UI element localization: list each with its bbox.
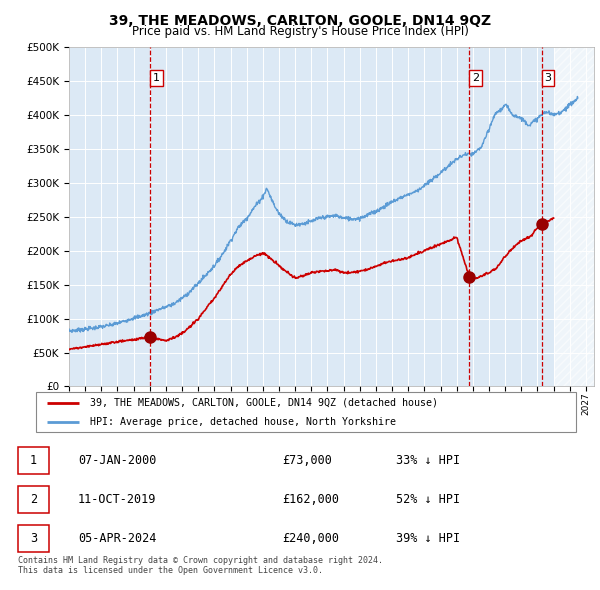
FancyBboxPatch shape bbox=[18, 447, 49, 474]
Text: £240,000: £240,000 bbox=[282, 532, 339, 545]
Text: 39% ↓ HPI: 39% ↓ HPI bbox=[396, 532, 460, 545]
Text: 52% ↓ HPI: 52% ↓ HPI bbox=[396, 493, 460, 506]
FancyBboxPatch shape bbox=[18, 486, 49, 513]
FancyBboxPatch shape bbox=[36, 392, 576, 432]
Text: Price paid vs. HM Land Registry's House Price Index (HPI): Price paid vs. HM Land Registry's House … bbox=[131, 25, 469, 38]
Text: 3: 3 bbox=[545, 73, 551, 83]
FancyBboxPatch shape bbox=[18, 525, 49, 552]
Text: HPI: Average price, detached house, North Yorkshire: HPI: Average price, detached house, Nort… bbox=[90, 417, 396, 427]
Text: 2: 2 bbox=[30, 493, 37, 506]
Text: Contains HM Land Registry data © Crown copyright and database right 2024.
This d: Contains HM Land Registry data © Crown c… bbox=[18, 556, 383, 575]
Text: 1: 1 bbox=[30, 454, 37, 467]
Text: 3: 3 bbox=[30, 532, 37, 545]
Text: 1: 1 bbox=[153, 73, 160, 83]
Text: 33% ↓ HPI: 33% ↓ HPI bbox=[396, 454, 460, 467]
Text: 11-OCT-2019: 11-OCT-2019 bbox=[78, 493, 157, 506]
Text: 2: 2 bbox=[472, 73, 479, 83]
Text: 07-JAN-2000: 07-JAN-2000 bbox=[78, 454, 157, 467]
Text: 39, THE MEADOWS, CARLTON, GOOLE, DN14 9QZ: 39, THE MEADOWS, CARLTON, GOOLE, DN14 9Q… bbox=[109, 14, 491, 28]
Text: 39, THE MEADOWS, CARLTON, GOOLE, DN14 9QZ (detached house): 39, THE MEADOWS, CARLTON, GOOLE, DN14 9Q… bbox=[90, 398, 438, 408]
Bar bbox=[554, 47, 594, 386]
Text: 05-APR-2024: 05-APR-2024 bbox=[78, 532, 157, 545]
Text: £162,000: £162,000 bbox=[282, 493, 339, 506]
Text: £73,000: £73,000 bbox=[282, 454, 332, 467]
